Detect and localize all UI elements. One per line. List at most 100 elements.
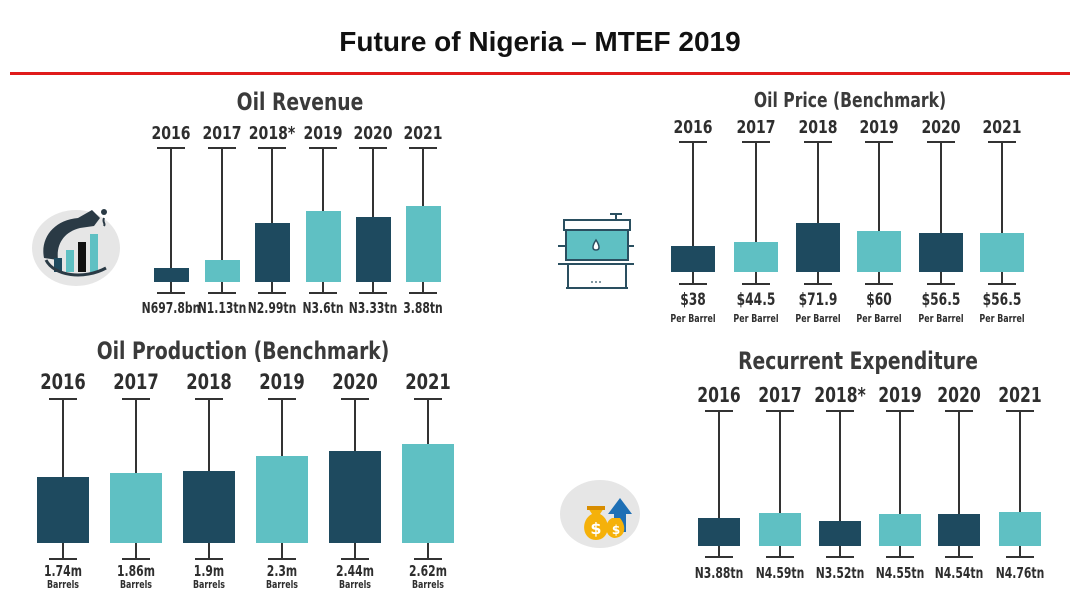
oil-price-value-label: $60	[866, 290, 892, 310]
oil-production-value-label: 1.74m	[44, 562, 82, 580]
oil-price-value-label: $71.9	[798, 290, 838, 310]
oil-revenue-value-label: N3.6tn	[302, 299, 344, 317]
oil-price-unit-label: Per Barrel	[856, 312, 902, 325]
recurrent-expenditure-year-label: 2018*	[814, 383, 866, 407]
oil-price-year-label: 2020	[921, 117, 961, 138]
oil-price-unit-label: Per Barrel	[733, 312, 779, 325]
oil-price-stem	[817, 141, 819, 283]
oil-production-unit-label: Barrels	[339, 578, 371, 591]
page-title: Future of Nigeria – MTEF 2019	[339, 26, 741, 57]
money-bags-arrow-icon: $ $	[584, 498, 632, 540]
oil-production-value-label: 2.3m	[266, 562, 298, 580]
recurrent-expenditure-tick-bottom	[826, 556, 854, 558]
recurrent-expenditure-title: Recurrent Expenditure	[738, 347, 978, 375]
oil-price-unit-label: Per Barrel	[795, 312, 841, 325]
oil-price-year-label: 2017	[736, 117, 776, 138]
oil-price-year-label: 2019	[859, 117, 899, 138]
oil-revenue-stem	[170, 147, 172, 292]
oil-production-bar	[110, 472, 162, 543]
recurrent-expenditure-stem	[958, 410, 960, 556]
recurrent-expenditure-stem	[1019, 410, 1021, 556]
svg-text:$: $	[590, 519, 601, 538]
oil-price-tick-bottom	[804, 283, 832, 285]
oil-price-stem	[755, 141, 757, 283]
oil-price-value-label: $38	[680, 290, 706, 310]
oil-production-title: Oil Production (Benchmark)	[96, 337, 390, 365]
oil-production-tick-bottom	[49, 558, 77, 560]
recurrent-expenditure-year-label: 2019	[878, 383, 922, 407]
title-divider	[10, 72, 1070, 75]
oil-production-unit-label: Barrels	[412, 578, 444, 591]
oil-revenue-year-label: 2019	[303, 123, 343, 144]
oil-revenue-year-label: 2021	[403, 123, 443, 144]
recurrent-expenditure-bar	[819, 520, 861, 546]
oil-production-tick-bottom	[122, 558, 150, 560]
recurrent-expenditure-value-label: N3.88tn	[694, 564, 744, 582]
oil-price-bar	[796, 223, 840, 272]
recurrent-expenditure-value-label: N4.76tn	[995, 564, 1045, 582]
oil-production-tick-bottom	[268, 558, 296, 560]
oil-price-bar	[980, 233, 1024, 272]
oil-revenue-tick-bottom	[208, 292, 236, 294]
oil-price-value-label: $44.5	[736, 290, 776, 310]
recurrent-expenditure-value-label: N4.59tn	[755, 564, 805, 582]
oil-revenue-title: Oil Revenue	[236, 88, 364, 116]
oil-revenue-tick-bottom	[359, 292, 387, 294]
oil-production-year-label: 2021	[405, 370, 451, 394]
oil-price-title: Oil Price (Benchmark)	[753, 88, 947, 112]
oil-revenue-year-label: 2018*	[248, 123, 296, 144]
oil-production-unit-label: Barrels	[266, 578, 298, 591]
oil-production-tick-bottom	[414, 558, 442, 560]
oil-price-value-label: $56.5	[982, 290, 1022, 310]
oil-production-bar	[183, 471, 235, 543]
oil-production-value-label: 1.9m	[193, 562, 225, 580]
oil-price-year-label: 2018	[798, 117, 838, 138]
oil-production-tick-bottom	[195, 558, 223, 560]
recurrent-expenditure-stem	[779, 410, 781, 556]
oil-production-year-label: 2017	[113, 370, 159, 394]
oil-price-bar	[671, 246, 715, 272]
oil-production-unit-label: Barrels	[120, 578, 152, 591]
recurrent-expenditure-tick-bottom	[945, 556, 973, 558]
recurrent-expenditure-stem	[718, 410, 720, 556]
oil-price-tick-bottom	[927, 283, 955, 285]
recurrent-expenditure-value-label: N4.54tn	[934, 564, 984, 582]
recurrent-expenditure-tick-bottom	[705, 556, 733, 558]
recurrent-expenditure-tick-bottom	[886, 556, 914, 558]
oil-price-year-label: 2021	[982, 117, 1022, 138]
oil-revenue-tick-bottom	[309, 292, 337, 294]
oil-price-stem	[1001, 141, 1003, 283]
oil-price-bar	[857, 231, 901, 272]
oil-production-tick-bottom	[341, 558, 369, 560]
oil-production-year-label: 2018	[186, 370, 232, 394]
oil-production-unit-label: Barrels	[47, 578, 79, 591]
oil-price-tick-bottom	[742, 283, 770, 285]
oil-price-unit-label: Per Barrel	[979, 312, 1025, 325]
oil-production-value-label: 1.86m	[117, 562, 155, 580]
oil-production-bar	[256, 456, 308, 543]
oil-revenue-value-label: N1.13tn	[197, 299, 247, 317]
oil-price-value-label: $56.5	[921, 290, 961, 310]
recurrent-expenditure-bar	[999, 512, 1041, 546]
recurrent-expenditure-stem	[899, 410, 901, 556]
oil-price-unit-label: Per Barrel	[670, 312, 716, 325]
oil-price-stem	[878, 141, 880, 283]
recurrent-expenditure-bar	[938, 513, 980, 546]
oil-tank-icon	[558, 213, 634, 289]
oil-revenue-bar	[153, 268, 189, 282]
recurrent-expenditure-year-label: 2017	[758, 383, 802, 407]
oil-revenue-bar	[355, 216, 391, 282]
oil-revenue-year-label: 2020	[353, 123, 393, 144]
oil-revenue-value-label: N3.33tn	[348, 299, 398, 317]
recurrent-expenditure-year-label: 2016	[697, 383, 741, 407]
oil-revenue-stem	[271, 147, 273, 292]
oil-revenue-value-label: N697.8bn	[141, 299, 201, 317]
recurrent-expenditure-value-label: N3.52tn	[815, 564, 865, 582]
recurrent-expenditure-bar	[759, 513, 801, 546]
oil-price-stem	[692, 141, 694, 283]
oil-production-year-label: 2020	[332, 370, 378, 394]
oil-revenue-bar	[204, 259, 240, 282]
oil-production-value-label: 2.44m	[336, 562, 374, 580]
svg-text:$: $	[612, 523, 620, 537]
oil-production-year-label: 2016	[40, 370, 86, 394]
